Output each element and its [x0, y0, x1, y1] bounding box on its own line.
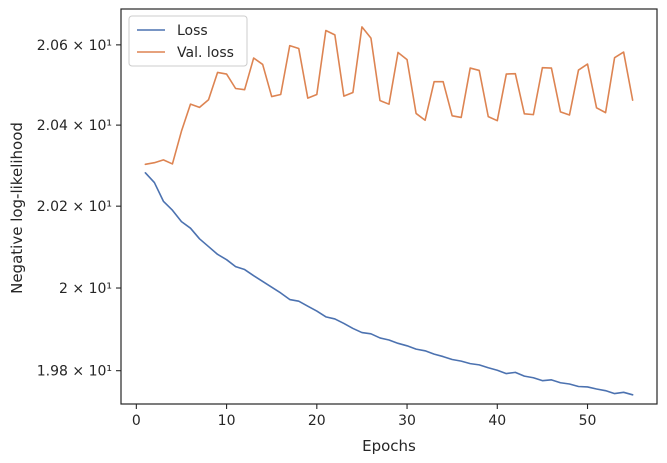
legend-label-val-loss: Val. loss	[177, 45, 234, 61]
x-tick-label: 50	[579, 413, 597, 429]
legend-label-loss: Loss	[177, 23, 208, 39]
chart: 0 10 20 30 40 50 1.98 × 10¹ 2 × 10¹ 2.02 × 10¹ 2.…	[0, 0, 667, 463]
y-tick-label: 1.98 × 10¹	[37, 364, 112, 380]
y-axis-label: Negative log-likelihood	[8, 122, 26, 294]
y-tick-label: 2.04 × 10¹	[37, 118, 112, 134]
x-tick-label: 30	[398, 413, 416, 429]
y-tick-label: 2.06 × 10¹	[37, 38, 112, 54]
y-tick-label: 2 × 10¹	[59, 281, 112, 297]
x-tick-label: 20	[308, 413, 326, 429]
chart-background	[0, 0, 667, 463]
y-tick-label: 2.02 × 10¹	[37, 199, 112, 215]
x-tick-label: 40	[488, 413, 506, 429]
legend: Loss Val. loss	[129, 16, 247, 66]
x-axis-label: Epochs	[362, 437, 416, 455]
x-tick-label: 0	[132, 413, 141, 429]
x-tick-label: 10	[218, 413, 236, 429]
